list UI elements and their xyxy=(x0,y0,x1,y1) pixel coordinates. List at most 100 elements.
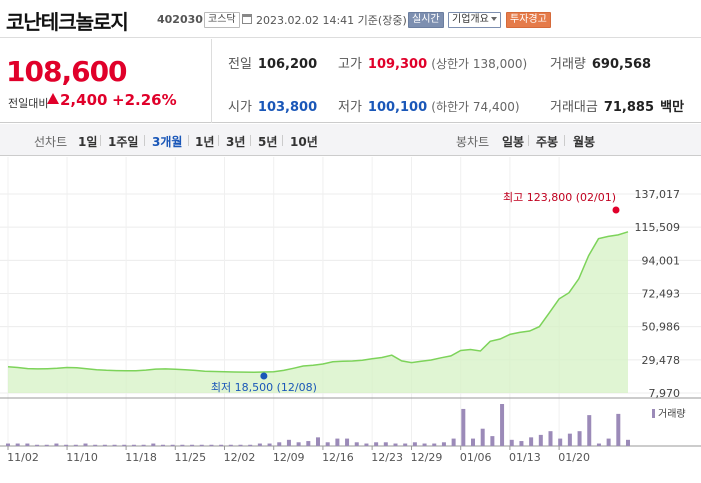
y-tick-label: 94,001 xyxy=(642,254,681,267)
high-value: 109,300 xyxy=(367,57,428,72)
open-label: 시가 xyxy=(228,100,252,115)
up-triangle-icon xyxy=(47,93,59,104)
x-tick-label: 11/25 xyxy=(174,451,206,464)
volume-bar xyxy=(6,443,10,446)
volume-bar xyxy=(170,444,175,446)
x-tick-label: 12/23 xyxy=(371,451,403,464)
volume-bar xyxy=(461,408,466,446)
tab-daily-candle[interactable]: 일봉 xyxy=(502,135,525,149)
volume-bar xyxy=(277,442,282,446)
volume-bar xyxy=(93,444,98,446)
volume-bar xyxy=(131,444,136,446)
y-tick-label: 29,478 xyxy=(642,354,681,367)
candle-chart-label: 봉차트 xyxy=(456,135,490,149)
x-tick-label: 12/02 xyxy=(224,451,256,464)
x-tick-label: 12/16 xyxy=(322,451,354,464)
tab-3y[interactable]: 3년 xyxy=(226,135,246,149)
tab-1y[interactable]: 1년 xyxy=(195,135,215,149)
tab-1w[interactable]: 1주일 xyxy=(108,135,139,149)
y-axis-labels: 137,017 115,509 94,001 72,493 50,986 29,478 7,… xyxy=(635,188,681,400)
volume-bar xyxy=(15,443,20,446)
volume-bar xyxy=(558,438,563,446)
chart-tab-bar: 선차트 1일 1주일 3개월 1년 3년 5년 10년 봉차트 일봉 주봉 월봉 xyxy=(0,124,701,156)
x-tick-label: 11/02 xyxy=(7,451,39,464)
tab-3m[interactable]: 3개월 xyxy=(152,135,183,149)
volume-bar xyxy=(296,442,301,446)
volume-bar xyxy=(383,442,388,446)
low-label: 저가 xyxy=(338,100,362,115)
volume-bar xyxy=(364,443,369,446)
volume-bar xyxy=(471,438,475,446)
amount-unit: 백만 xyxy=(660,100,685,115)
tab-separator xyxy=(528,135,529,146)
volume-bar xyxy=(403,443,408,446)
price-chart[interactable]: 137,017 115,509 94,001 72,493 50,986 29,478 7,… xyxy=(0,157,701,483)
volume-bar xyxy=(538,434,543,446)
tab-5y[interactable]: 5년 xyxy=(258,135,278,149)
tab-separator xyxy=(250,135,251,146)
prev-close-label: 전일 xyxy=(228,57,252,72)
volume-bar xyxy=(567,433,572,446)
volume-bar xyxy=(451,438,456,446)
y-tick-label: 72,493 xyxy=(642,288,681,301)
volume-bar xyxy=(35,444,40,446)
investment-warning-badge: 투자경고 xyxy=(506,12,551,28)
chart-grid xyxy=(0,157,701,447)
tab-monthly-candle[interactable]: 월봉 xyxy=(573,135,596,149)
volume-legend-label: 거래량 xyxy=(658,408,686,420)
volume-bar xyxy=(500,404,505,446)
high-marker xyxy=(612,206,620,214)
calendar-icon xyxy=(242,14,252,24)
tab-separator xyxy=(218,135,219,146)
volume-bar xyxy=(306,441,311,446)
low-value: 100,100 xyxy=(367,100,428,115)
volume-bar xyxy=(112,444,117,446)
volume-bar xyxy=(596,443,601,446)
current-price: 108,600 xyxy=(6,55,128,88)
company-info-dropdown[interactable]: 기업개요 xyxy=(448,12,501,28)
low-annotation: 최저 18,500 (12/08) xyxy=(211,381,317,394)
realtime-button[interactable]: 실시간 xyxy=(408,12,444,28)
volume-bar xyxy=(509,439,514,446)
y-tick-label: 115,509 xyxy=(635,221,681,234)
volume-bar xyxy=(480,428,485,446)
as-of-timestamp: 2023.02.02 14:41 기준(장중) xyxy=(256,14,407,27)
change-percent: +2.26% xyxy=(112,91,177,109)
prev-close-cell: 전일 106,200 xyxy=(228,53,317,72)
prev-close-value: 106,200 xyxy=(257,57,318,72)
volume-value: 690,568 xyxy=(591,57,652,72)
amount-cell: 거래대금 71,885 백만 xyxy=(550,96,684,115)
divider xyxy=(211,39,212,123)
volume-bar xyxy=(209,444,214,446)
volume-bar xyxy=(606,438,611,446)
volume-bar xyxy=(626,439,630,446)
volume-bar xyxy=(548,431,553,446)
volume-bar xyxy=(441,442,446,446)
volume-bar xyxy=(248,444,253,446)
volume-bar xyxy=(286,439,291,446)
volume-bar xyxy=(44,444,49,446)
change-label: 전일대비 xyxy=(8,97,49,110)
tab-10y[interactable]: 10년 xyxy=(290,135,318,149)
tab-1d[interactable]: 1일 xyxy=(78,135,98,149)
volume-bar xyxy=(587,415,592,446)
high-annotation: 최고 123,800 (02/01) xyxy=(503,191,616,204)
y-tick-label: 137,017 xyxy=(635,188,681,201)
volume-bar xyxy=(616,413,621,446)
volume-bar xyxy=(64,444,69,446)
price-line xyxy=(7,231,629,374)
x-tick-label: 01/20 xyxy=(558,451,590,464)
tab-weekly-candle[interactable]: 주봉 xyxy=(536,135,559,149)
volume-bar xyxy=(267,443,272,446)
volume-bar xyxy=(432,443,437,446)
volume-bar xyxy=(519,441,524,446)
volume-cell: 거래량 690,568 xyxy=(550,53,651,72)
chart-annotations: 최고 123,800 (02/01) 최저 18,500 (12/08) xyxy=(211,191,620,394)
x-tick-label: 11/10 xyxy=(66,451,98,464)
quote-panel: 108,600 전일대비 2,400 +2.26% 전일 106,200 고가 10… xyxy=(0,39,701,123)
chevron-down-icon xyxy=(490,17,497,21)
company-info-label: 기업개요 xyxy=(452,14,489,25)
company-name: 코난테크놀로지 xyxy=(6,10,129,34)
open-cell: 시가 103,800 xyxy=(228,96,317,115)
low-cell: 저가 100,100 (하한가 74,400) xyxy=(338,96,520,115)
